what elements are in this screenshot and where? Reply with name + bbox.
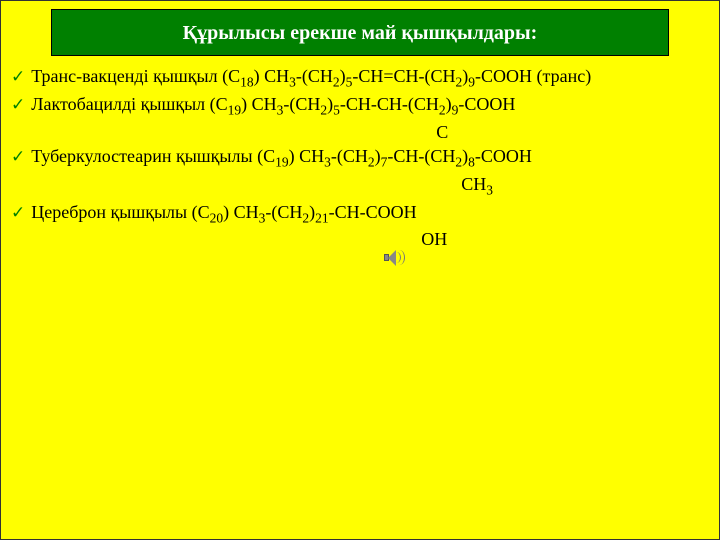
header-bar: Құрылысы ерекше май қышқылдары: (51, 9, 669, 56)
item-text: Цереброн қышқылы (С20) СН3-(СН2)21-СН-СО… (31, 200, 709, 252)
list-item: ✓ Туберкулостеарин қышқылы (С19) СН3-(СН… (11, 144, 709, 200)
sub: 20 (210, 210, 224, 225)
mid: -СН-СООН (329, 202, 417, 222)
item-label: Транс-вакценді қышқыл (С (31, 66, 240, 86)
subline-text: СН (461, 174, 486, 194)
mid: -СН=СН-(СН (352, 66, 455, 86)
slide: Құрылысы ерекше май қышқылдары: ✓ Транс-… (0, 0, 720, 540)
mid: -СН-(СН (387, 146, 455, 166)
sub-line: СН3 (31, 172, 709, 200)
end: -СООН (транс) (475, 66, 591, 86)
sub: 3 (324, 155, 331, 170)
tail: ) СН (289, 146, 325, 166)
tail: ) СН (241, 94, 277, 114)
item-text: Лактобацилді қышқыл (С19) СН3-(СН2)5-СН-… (31, 92, 709, 144)
sub: 2 (368, 155, 375, 170)
content-area: ✓ Транс-вакценді қышқыл (С18) СН3-(СН2)5… (1, 56, 719, 252)
mid: -(СН (331, 146, 368, 166)
sub: 2 (439, 102, 446, 117)
list-item: ✓ Лактобацилді қышқыл (С19) СН3-(СН2)5-С… (11, 92, 709, 144)
sub: 3 (486, 182, 493, 197)
item-label: Туберкулостеарин қышқылы (С (31, 146, 275, 166)
check-icon: ✓ (11, 94, 25, 117)
sub: 9 (468, 75, 475, 90)
list-item: ✓ Цереброн қышқылы (С20) СН3-(СН2)21-СН-… (11, 200, 709, 252)
sub: 18 (240, 75, 254, 90)
sub: 2 (333, 75, 340, 90)
sub: 19 (228, 102, 242, 117)
sub-line: ОН (31, 227, 709, 251)
end: -СООН (475, 146, 532, 166)
item-text: Туберкулостеарин қышқылы (С19) СН3-(СН2)… (31, 144, 709, 200)
sub-line: С (31, 120, 709, 144)
mid: -(СН (296, 66, 333, 86)
item-text: Транс-вакценді қышқыл (С18) СН3-(СН2)5-С… (31, 64, 709, 92)
sub: 3 (289, 75, 296, 90)
item-label: Цереброн қышқылы (С (31, 202, 209, 222)
tail: ) СН (254, 66, 290, 86)
end: -СООН (458, 94, 515, 114)
list-item: ✓ Транс-вакценді қышқыл (С18) СН3-(СН2)5… (11, 64, 709, 92)
sub: 5 (333, 102, 340, 117)
header-title: Құрылысы ерекше май қышқылдары: (183, 22, 538, 44)
sub: 21 (315, 210, 329, 225)
item-label: Лактобацилді қышқыл (С (31, 94, 227, 114)
sub: 19 (275, 155, 289, 170)
mid: -(СН (283, 94, 320, 114)
check-icon: ✓ (11, 66, 25, 89)
check-icon: ✓ (11, 202, 25, 225)
tail: ) СН (223, 202, 259, 222)
mid: -(СН (265, 202, 302, 222)
audio-icon[interactable] (383, 248, 403, 268)
sub: 8 (468, 155, 475, 170)
mid: -СН-СН-(СН (340, 94, 439, 114)
check-icon: ✓ (11, 146, 25, 169)
